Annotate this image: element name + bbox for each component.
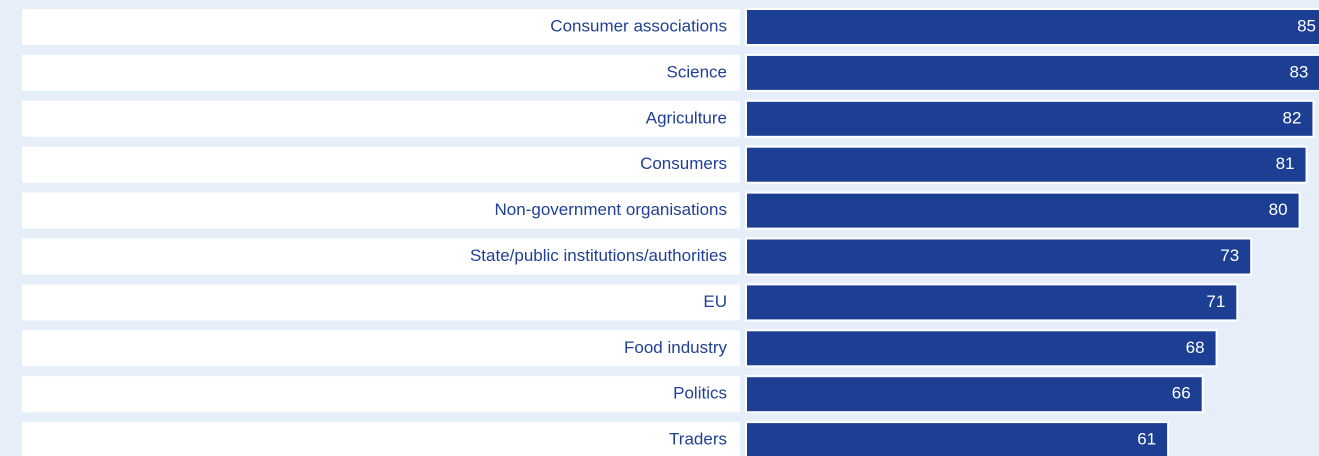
bar [745,99,1315,138]
bar [745,375,1204,414]
bar [745,421,1170,456]
bar [745,329,1218,368]
category-label: Non-government organisations [495,200,727,219]
category-label: Food industry [624,338,727,357]
label-strip [22,376,740,413]
label-strip [22,100,740,137]
value-label: 66 [1172,384,1191,403]
value-label: 71 [1206,292,1225,311]
bar [745,237,1253,276]
bar [745,8,1319,46]
value-label: 83 [1289,62,1308,81]
label-strip [22,146,740,183]
category-label: State/public institutions/authorities [470,246,727,265]
label-strip [22,422,740,456]
value-label: 85 [1297,16,1316,35]
value-label: 73 [1220,246,1239,265]
category-label: Politics [673,384,727,403]
label-strip [22,330,740,367]
category-label: Traders [669,430,727,449]
value-label: 68 [1186,338,1205,357]
label-strip [22,238,740,275]
label-strip [22,9,740,45]
category-label: Consumers [640,154,727,173]
label-strip [22,192,740,229]
category-label: Agriculture [646,108,727,127]
bar [745,145,1308,184]
bar [745,283,1239,322]
value-label: 80 [1269,200,1288,219]
bar [745,53,1319,92]
value-label: 81 [1276,154,1295,173]
value-label: 61 [1137,430,1156,449]
label-strip [22,54,740,91]
bar [745,191,1301,230]
category-label: Science [667,62,727,81]
category-label: EU [703,292,727,311]
category-label: Consumer associations [550,16,727,35]
label-strip [22,284,740,321]
value-label: 82 [1283,108,1302,127]
